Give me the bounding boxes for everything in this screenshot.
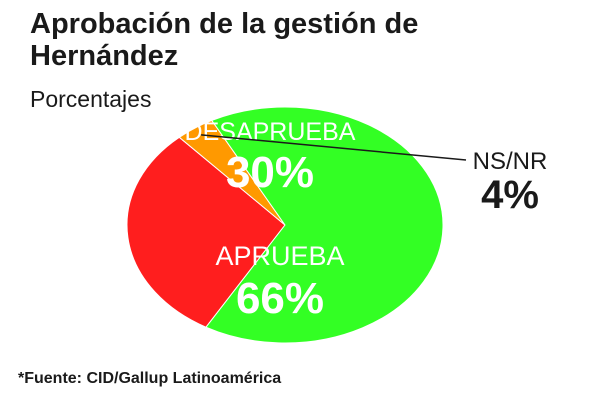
slice-value-ns-nr: 4%: [481, 173, 539, 217]
slice-value-aprueba: 66%: [236, 274, 324, 323]
source-note: *Fuente: CID/Gallup Latinoamérica: [18, 370, 282, 387]
leader-line-ns-nr: [201, 134, 467, 161]
pie-slice-aprueba: [205, 106, 444, 344]
slice-label-aprueba: APRUEBA: [215, 241, 344, 271]
slice-value-desaprueba: 30%: [226, 148, 314, 197]
chart-title: Aprobación de la gestión de Hernández: [30, 8, 419, 72]
slice-label-ns-nr: NS/NR: [473, 148, 548, 175]
pie-slice-desaprueba: [126, 136, 286, 328]
chart-subtitle: Porcentajes: [30, 86, 152, 112]
pie-slices: [126, 106, 444, 344]
